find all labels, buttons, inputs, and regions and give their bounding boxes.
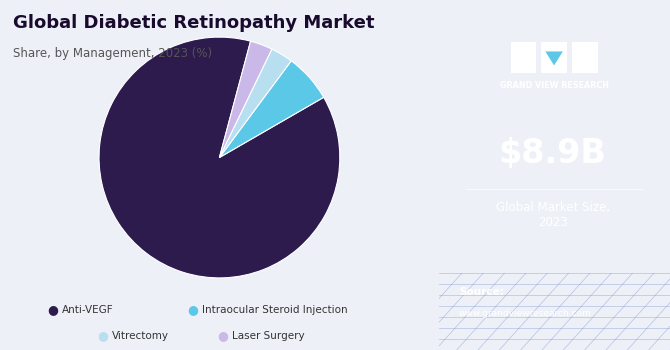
Wedge shape: [220, 61, 324, 158]
Text: Laser Surgery: Laser Surgery: [232, 331, 305, 341]
Text: ●: ●: [218, 329, 228, 343]
Wedge shape: [220, 41, 272, 158]
Wedge shape: [220, 49, 291, 158]
Text: Anti-VEGF: Anti-VEGF: [62, 305, 113, 315]
Text: Intraocular Steroid Injection: Intraocular Steroid Injection: [202, 305, 348, 315]
Text: Global Market Size,
2023: Global Market Size, 2023: [496, 201, 610, 229]
Text: ●: ●: [188, 303, 198, 316]
Text: Global Diabetic Retinopathy Market: Global Diabetic Retinopathy Market: [13, 14, 375, 32]
Text: GRAND VIEW RESEARCH: GRAND VIEW RESEARCH: [500, 80, 608, 90]
Text: Share, by Management, 2023 (%): Share, by Management, 2023 (%): [13, 47, 212, 60]
Text: ●: ●: [47, 303, 58, 316]
Text: $8.9B: $8.9B: [498, 138, 607, 170]
Text: Source:: Source:: [459, 287, 504, 297]
Wedge shape: [99, 37, 340, 278]
Text: www.grandviewresearch.com: www.grandviewresearch.com: [459, 309, 592, 318]
Text: Vitrectomy: Vitrectomy: [112, 331, 169, 341]
Text: ●: ●: [97, 329, 108, 343]
